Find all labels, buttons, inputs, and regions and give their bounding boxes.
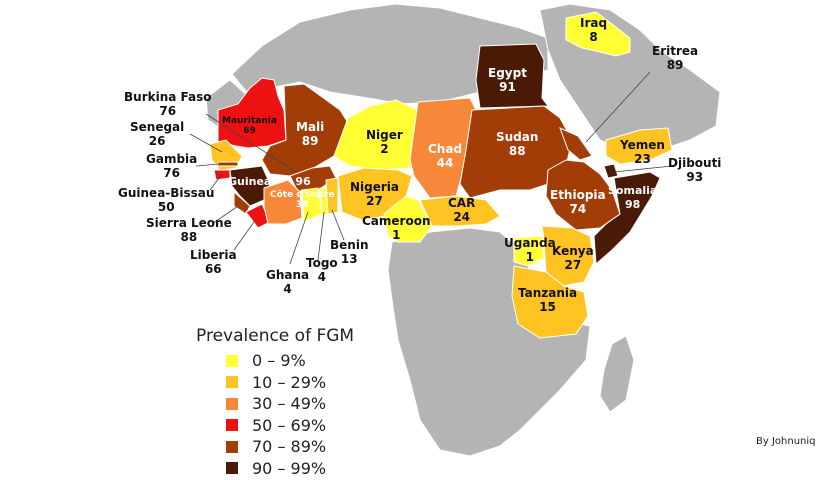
- shape-uganda: [513, 235, 545, 267]
- legend-title: Prevalence of FGM: [196, 326, 355, 346]
- country-label-nigeria: Nigeria 27: [350, 180, 400, 208]
- country-label-djibouti: Djibouti 93: [668, 156, 722, 184]
- shape-sudan: [459, 105, 573, 199]
- country-label-liberia: Liberia 66: [190, 248, 237, 276]
- legend-swatch: [226, 462, 238, 475]
- legend-range-label: 70 – 89%: [252, 437, 327, 457]
- leader-lines: [189, 71, 673, 265]
- shape-cameroon: [383, 195, 433, 243]
- legend-swatch: [226, 397, 238, 410]
- legend-range-label: 0 – 9%: [252, 351, 306, 371]
- country-label-sudan: Sudan 88: [496, 130, 539, 158]
- country-label-gambia: Gambia 76: [146, 152, 198, 180]
- legend-range-label: 50 – 69%: [252, 415, 327, 435]
- shape-djibouti: [603, 163, 619, 179]
- shape-somalia: [593, 171, 661, 266]
- shape-guinea: [229, 165, 271, 207]
- country-label-cote-divoire: Côte d'Ivoire 38: [270, 190, 335, 210]
- legend-swatch: [226, 376, 238, 389]
- legend-range-label: 90 – 99%: [252, 458, 327, 478]
- country-label-somalia: Somalia 98: [608, 184, 658, 211]
- shape-mauritania: [217, 77, 287, 149]
- author-credit: By Johnuniq: [756, 436, 816, 447]
- legend-swatch: [226, 419, 238, 432]
- country-label-burkina-faso: Burkina Faso 76: [124, 90, 212, 118]
- country-label-ghana: Ghana 4: [266, 268, 310, 296]
- legend-range-label: 10 – 29%: [252, 372, 327, 392]
- country-label-car: CAR 24: [448, 196, 476, 224]
- legend-row: 90 – 99%: [196, 458, 354, 480]
- country-label-guinea-bissau: Guinea-Bissau 50: [118, 186, 215, 214]
- legend-row: 30 – 49%: [196, 393, 354, 415]
- country-label-ethiopia: Ethiopia 74: [550, 188, 606, 216]
- legend-row: 50 – 69%: [196, 415, 354, 437]
- country-label-iraq: Iraq 8: [580, 16, 608, 44]
- country-label-guinea: Guinea 96: [228, 175, 311, 188]
- legend-row: 70 – 89%: [196, 436, 354, 458]
- shape-guinea-bissau: [213, 169, 231, 181]
- country-label-senegal: Senegal 26: [130, 120, 185, 148]
- shape-gambia: [217, 161, 239, 167]
- legend-row: 10 – 29%: [196, 372, 354, 394]
- legend-swatch: [226, 354, 238, 367]
- country-label-benin: Benin 13: [330, 238, 369, 266]
- country-label-tanzania: Tanzania 15: [518, 286, 578, 314]
- legend-row: 0 – 9%: [196, 350, 354, 372]
- country-label-eritrea: Eritrea 89: [652, 44, 699, 72]
- country-label-mauritania: Mauritania 69: [222, 116, 277, 136]
- shape-sierra-leone: [233, 190, 251, 215]
- shape-eritrea: [559, 127, 593, 161]
- country-label-yemen: Yemen 23: [620, 138, 665, 166]
- shape-benin: [325, 177, 339, 215]
- country-label-chad: Chad 44: [428, 142, 463, 170]
- country-label-kenya: Kenya 27: [552, 244, 594, 272]
- country-label-cameroon: Cameroon 1: [362, 214, 431, 242]
- shape-car: [419, 195, 501, 227]
- legend-range-label: 30 – 49%: [252, 394, 327, 414]
- shape-cote-divoire: [263, 179, 303, 225]
- country-label-mali: Mali 89: [296, 120, 325, 148]
- legend-swatch: [226, 440, 238, 453]
- shape-yemen: [605, 127, 673, 165]
- shape-iraq: [565, 11, 631, 57]
- country-label-uganda: Uganda 1: [504, 236, 556, 264]
- shape-egypt: [475, 43, 549, 109]
- country-label-sierra-leone: Sierra Leone 88: [146, 216, 232, 244]
- country-label-niger: Niger 2: [366, 128, 403, 156]
- legend: Prevalence of FGM 0 – 9% 10 – 29% 30 – 4…: [196, 326, 354, 479]
- country-label-egypt: Egypt 91: [488, 66, 527, 94]
- shape-kenya: [541, 225, 595, 287]
- country-label-togo: Togo 4: [306, 256, 338, 284]
- country-shapes: [209, 11, 673, 339]
- shape-tanzania: [511, 265, 589, 339]
